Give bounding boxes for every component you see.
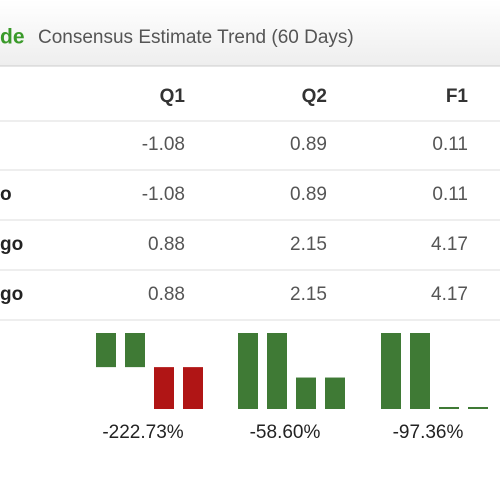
column-header: Q2 [302,86,327,107]
cell-value: 4.17 [431,234,468,255]
column-header: Q1 [160,86,186,107]
trend-bar [238,333,258,409]
brand: de [0,26,25,49]
cell-value: 0.88 [148,234,185,255]
cell-value: 0.11 [432,184,468,205]
trend-bar [381,333,401,409]
header-background [0,0,500,66]
cell-value: 0.89 [290,134,327,155]
change-percent: -97.36% [393,422,464,443]
cell-value: 0.88 [148,284,185,305]
trend-bar [125,333,145,368]
cell-value: -1.08 [142,134,185,155]
column-header: F1 [446,86,469,107]
change-percent: -58.60% [250,422,321,443]
panel-title: Consensus Estimate Trend (60 Days) [38,27,354,48]
cell-value: 0.89 [290,184,327,205]
trend-bar [325,377,345,409]
cell-value: 2.15 [290,234,327,255]
cell-value: 4.17 [431,284,468,305]
trend-bar [468,406,488,409]
change-percent: -222.73% [102,422,183,443]
trend-bar [267,333,287,409]
cell-value: 2.15 [290,284,327,305]
row-label: go [0,284,23,305]
trend-bar [296,377,316,409]
trend-bar [183,367,203,409]
cell-value: 0.11 [432,134,468,155]
row-label: o [0,184,12,205]
trend-bar [439,406,459,409]
cell-value: -1.08 [142,184,185,205]
trend-bar [410,333,430,409]
row-label: go [0,234,23,255]
trend-bar [154,367,174,409]
trend-bar [96,333,116,368]
